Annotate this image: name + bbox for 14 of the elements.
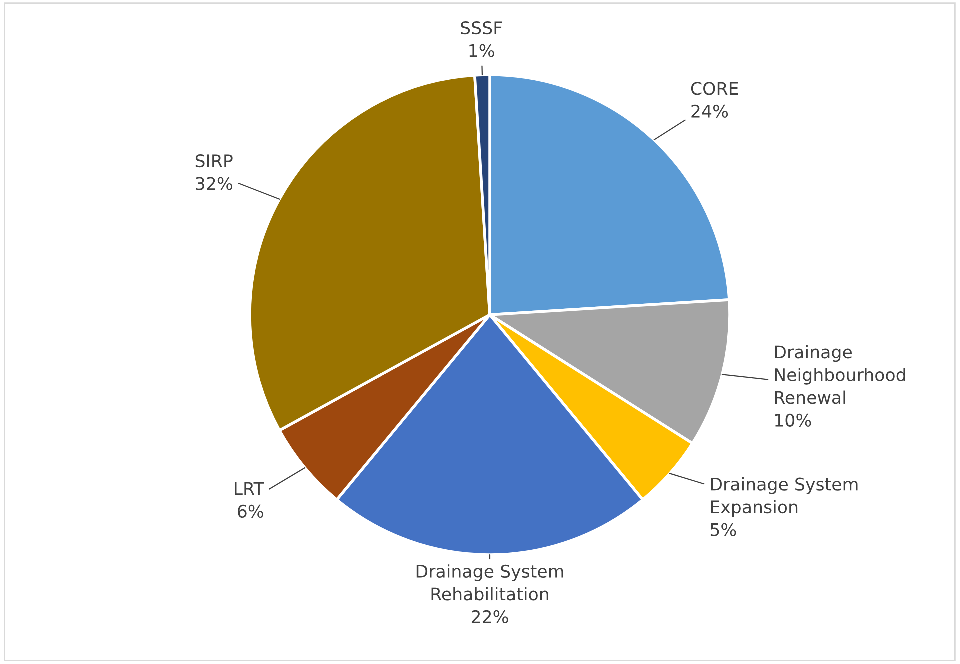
slice-label: Drainage System Expansion: [711, 477, 858, 518]
data-label: 1%: [470, 44, 494, 58]
slice-label: Drainage System Rehabilitation: [416, 564, 564, 601]
data-label: 10%: [776, 414, 812, 427]
data-label: 32%: [196, 177, 232, 190]
slice-label: Drainage Neighbourhood Renewal: [775, 345, 906, 404]
slice-label: SSSF: [461, 21, 502, 35]
slice-label: SIRP: [196, 154, 233, 168]
slice-label: CORE: [691, 82, 738, 96]
data-label: 22%: [472, 610, 508, 624]
slice-label: LRT: [235, 482, 264, 496]
data-label: 6%: [238, 504, 264, 518]
data-label: 24%: [692, 104, 728, 118]
data-label: 5%: [710, 523, 736, 536]
